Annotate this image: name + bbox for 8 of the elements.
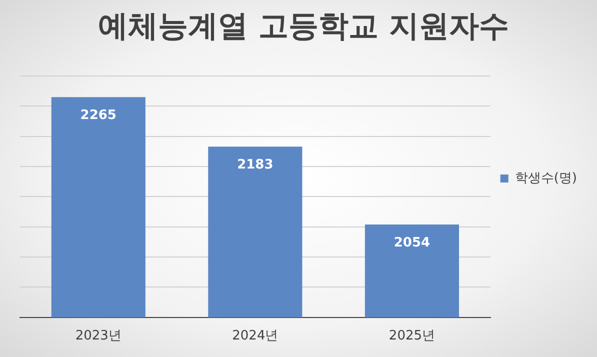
data-label: 2265	[80, 108, 116, 123]
chart-title: 예체능계열 고등학교 지원자수	[98, 8, 509, 44]
data-label: 2054	[394, 235, 430, 250]
x-tick-label: 2023년	[75, 328, 122, 344]
x-tick-label: 2024년	[232, 328, 278, 344]
data-label: 2183	[237, 157, 274, 172]
x-tick-label: 2025년	[388, 328, 436, 344]
legend-label: 학생수(명)	[514, 170, 578, 186]
